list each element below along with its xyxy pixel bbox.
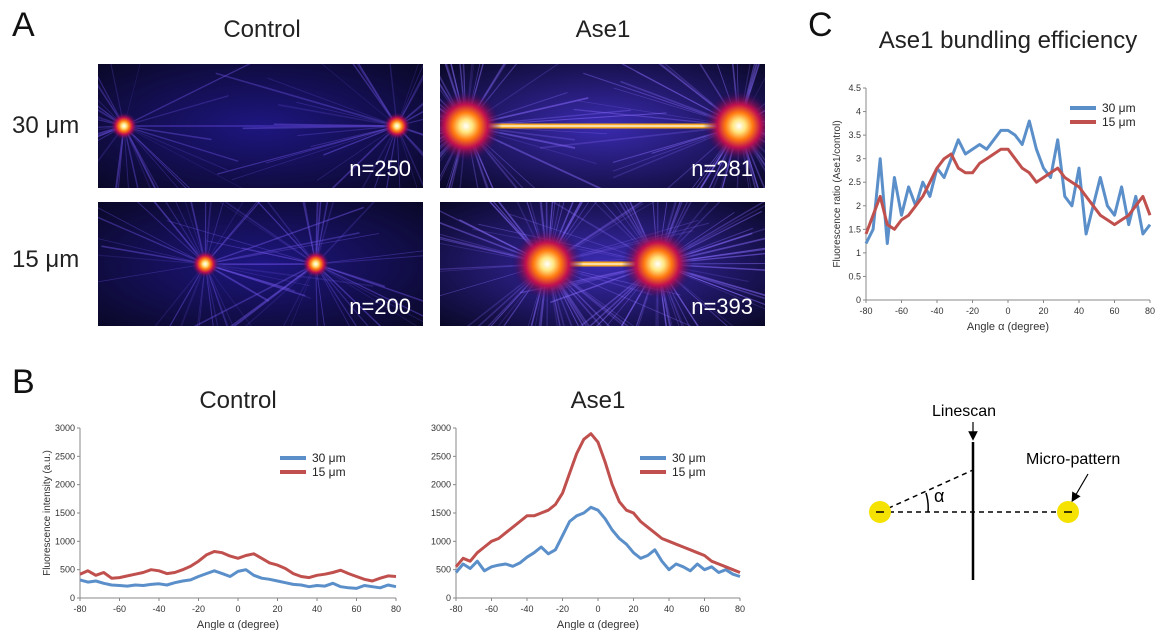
n-count-label: n=393	[691, 294, 753, 320]
y-tick-label: 2500	[55, 451, 75, 461]
row-label-30um: 30 μm	[12, 112, 79, 140]
x-tick-label: 80	[391, 604, 401, 614]
angle-alpha-label: α	[934, 486, 944, 506]
column-title-ase1: Ase1	[503, 16, 703, 44]
y-tick-label: 2	[856, 201, 861, 211]
y-tick-label: 1.5	[848, 224, 861, 234]
n-count-label: n=281	[691, 156, 753, 182]
y-tick-label: 3000	[431, 423, 451, 433]
chart-bundling-efficiency: Ase1 bundling efficiency 0 0.5 1 1.5 2 2.5 3 3.5…	[820, 20, 1170, 365]
n-count-label: n=200	[349, 294, 411, 320]
series-line-30um	[866, 121, 1150, 244]
row-label-15um: 15 μm	[12, 246, 79, 274]
x-tick-label: 80	[735, 604, 745, 614]
chart-title: Control	[199, 387, 276, 414]
x-tick-label: -60	[485, 604, 498, 614]
y-tick-label: 0	[446, 593, 451, 603]
angle-arc-icon	[926, 493, 928, 512]
x-tick-label: 20	[272, 604, 282, 614]
legend-label: 30 μm	[312, 451, 346, 465]
y-tick-label: 2000	[431, 480, 451, 490]
x-tick-label: 40	[312, 604, 322, 614]
y-tick-label: 1000	[55, 536, 75, 546]
panel-letter-b: B	[12, 363, 35, 402]
y-tick-label: 3	[856, 154, 861, 164]
x-tick-label: -40	[152, 604, 165, 614]
y-tick-label: 0	[70, 593, 75, 603]
x-tick-label: -80	[73, 604, 86, 614]
series-line-30um	[456, 507, 740, 576]
x-tick-label: 60	[1109, 306, 1119, 316]
chart-title: Ase1 bundling efficiency	[879, 27, 1137, 54]
y-tick-label: 0.5	[848, 271, 861, 281]
y-tick-label: 3000	[55, 423, 75, 433]
x-tick-label: -80	[859, 306, 872, 316]
micrograph-control-15um: n=200	[98, 202, 423, 326]
column-title-control: Control	[162, 16, 362, 44]
y-tick-label: 2000	[55, 480, 75, 490]
x-tick-label: 20	[628, 604, 638, 614]
legend-label: 15 μm	[1102, 115, 1136, 129]
micropattern-label: Micro-pattern	[1026, 451, 1120, 468]
y-axis-label: Fluorescence ratio (Ase1/control)	[832, 120, 843, 267]
x-tick-label: 20	[1038, 306, 1048, 316]
y-tick-label: 500	[436, 565, 451, 575]
x-tick-label: -20	[192, 604, 205, 614]
panel-letter-a: A	[12, 6, 35, 45]
x-tick-label: -20	[966, 306, 979, 316]
x-axis-label: Angle α (degree)	[197, 619, 279, 630]
y-axis-label: Fluorescence intensity (a.u.)	[42, 450, 53, 576]
legend-label: 30 μm	[672, 451, 706, 465]
x-tick-label: -60	[895, 306, 908, 316]
x-tick-label: 40	[664, 604, 674, 614]
micrograph-ase1-15um: n=393	[440, 202, 765, 326]
micrograph-control-30um: n=250	[98, 64, 423, 188]
y-tick-label: 0	[856, 295, 861, 305]
x-tick-label: 80	[1145, 306, 1155, 316]
y-tick-label: 4.5	[848, 83, 861, 93]
x-tick-label: -20	[556, 604, 569, 614]
x-tick-label: 0	[595, 604, 600, 614]
x-tick-label: -40	[520, 604, 533, 614]
x-tick-label: 0	[235, 604, 240, 614]
micrograph-ase1-30um: n=281	[440, 64, 765, 188]
y-tick-label: 1500	[55, 508, 75, 518]
x-tick-label: 60	[351, 604, 361, 614]
y-tick-label: 2500	[431, 451, 451, 461]
linescan-label: Linescan	[932, 403, 996, 420]
y-tick-label: 500	[60, 565, 75, 575]
y-tick-label: 2.5	[848, 177, 861, 187]
y-tick-label: 1000	[431, 536, 451, 546]
x-tick-label: -40	[930, 306, 943, 316]
n-count-label: n=250	[349, 156, 411, 182]
x-tick-label: -80	[449, 604, 462, 614]
legend-label: 30 μm	[1102, 101, 1136, 115]
legend-label: 15 μm	[312, 465, 346, 479]
x-tick-label: 0	[1005, 306, 1010, 316]
x-axis-label: Angle α (degree)	[557, 619, 639, 630]
chart-title: Ase1	[571, 387, 626, 414]
x-axis-label: Angle α (degree)	[967, 321, 1049, 333]
x-tick-label: 60	[699, 604, 709, 614]
linescan-schematic: α Linescan Micro-pattern	[840, 400, 1170, 600]
y-tick-label: 4	[856, 107, 861, 117]
series-line-15um	[80, 552, 396, 582]
legend-label: 15 μm	[672, 465, 706, 479]
x-tick-label: -60	[113, 604, 126, 614]
y-tick-label: 1500	[431, 508, 451, 518]
chart-control-intensity: Control 0 500 1000 1500 2000 2500 3000 -80 -60 -40…	[40, 380, 420, 630]
y-tick-label: 3.5	[848, 130, 861, 140]
angle-dashed-line	[880, 470, 973, 512]
x-tick-label: 40	[1074, 306, 1084, 316]
y-tick-label: 1	[856, 248, 861, 258]
chart-ase1-intensity: Ase1 0 500 1000 1500 2000 2500 3000 -80 -60 -40 -20…	[420, 380, 760, 630]
